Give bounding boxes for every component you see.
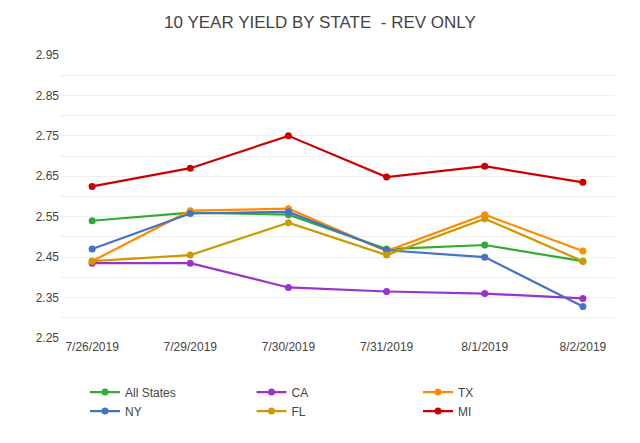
svg-text:2.95: 2.95 [36,48,60,62]
svg-text:7/31/2019: 7/31/2019 [360,340,414,354]
svg-text:8/1/2019: 8/1/2019 [461,340,508,354]
svg-text:2.75: 2.75 [36,129,60,143]
svg-text:CA: CA [292,386,309,400]
svg-text:7/30/2019: 7/30/2019 [262,340,316,354]
svg-text:2.65: 2.65 [36,169,60,183]
svg-text:NY: NY [125,405,142,419]
svg-text:2.25: 2.25 [36,331,60,345]
svg-text:TX: TX [458,386,473,400]
svg-text:2.85: 2.85 [36,89,60,103]
svg-text:2.35: 2.35 [36,291,60,305]
svg-text:2.45: 2.45 [36,250,60,264]
svg-text:All States: All States [125,386,176,400]
svg-text:8/2/2019: 8/2/2019 [560,340,607,354]
svg-text:7/29/2019: 7/29/2019 [164,340,218,354]
svg-text:FL: FL [292,405,306,419]
svg-text:7/26/2019: 7/26/2019 [65,340,119,354]
svg-text:10 YEAR YIELD BY STATE - REV: 10 YEAR YIELD BY STATE - REV ONLY [164,13,476,32]
svg-text:MI: MI [458,405,471,419]
svg-text:2.55: 2.55 [36,210,60,224]
